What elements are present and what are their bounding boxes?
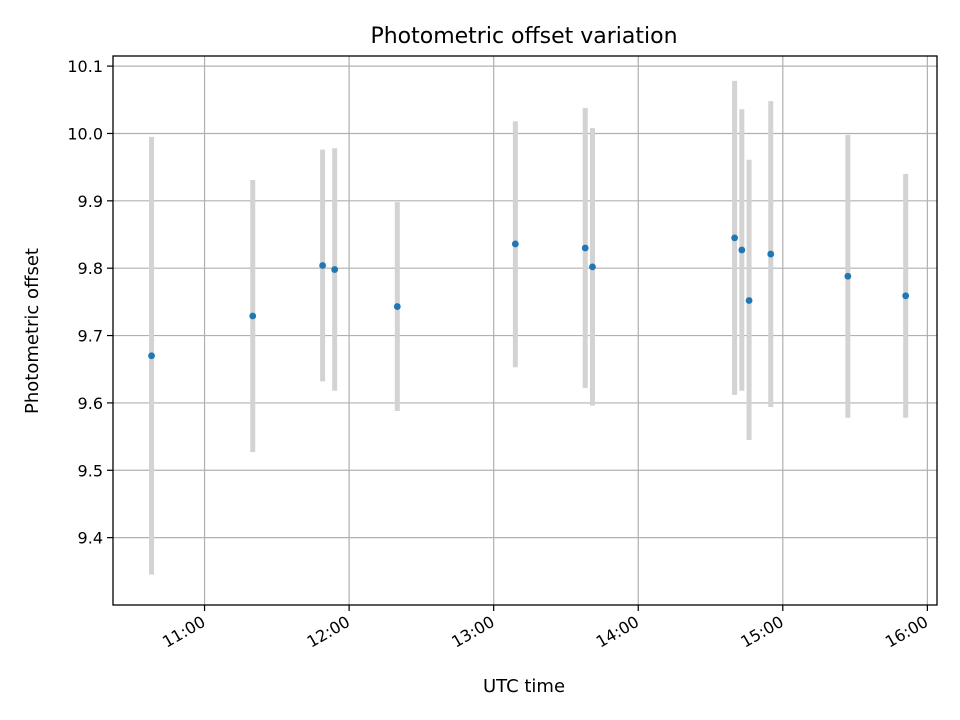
data-point [731, 234, 739, 242]
y-tick-label: 9.7 [78, 327, 103, 346]
y-tick-label: 10.0 [67, 124, 103, 143]
y-tick-label: 9.4 [78, 529, 103, 548]
data-point [844, 272, 852, 280]
data-point [745, 297, 753, 304]
y-tick-label: 9.9 [78, 192, 103, 211]
y-tick-label: 9.6 [78, 394, 103, 413]
y-axis-label: Photometric offset [22, 248, 43, 414]
x-axis-label: UTC time [483, 676, 565, 697]
data-point [581, 244, 589, 252]
data-point [589, 263, 596, 271]
data-point [902, 292, 910, 300]
y-tick-label: 9.8 [78, 259, 103, 278]
data-point [249, 312, 257, 320]
data-point [393, 303, 401, 310]
data-point [511, 240, 519, 248]
y-tick-label: 10.1 [67, 57, 103, 76]
chart-title: Photometric offset variation [370, 24, 677, 49]
data-points [148, 234, 910, 360]
data-point [148, 352, 155, 360]
data-point [319, 262, 327, 269]
y-tick-label: 9.5 [78, 461, 103, 480]
data-point [738, 246, 746, 254]
data-point [331, 266, 339, 273]
data-point [767, 250, 775, 258]
plot-frame [112, 55, 938, 606]
